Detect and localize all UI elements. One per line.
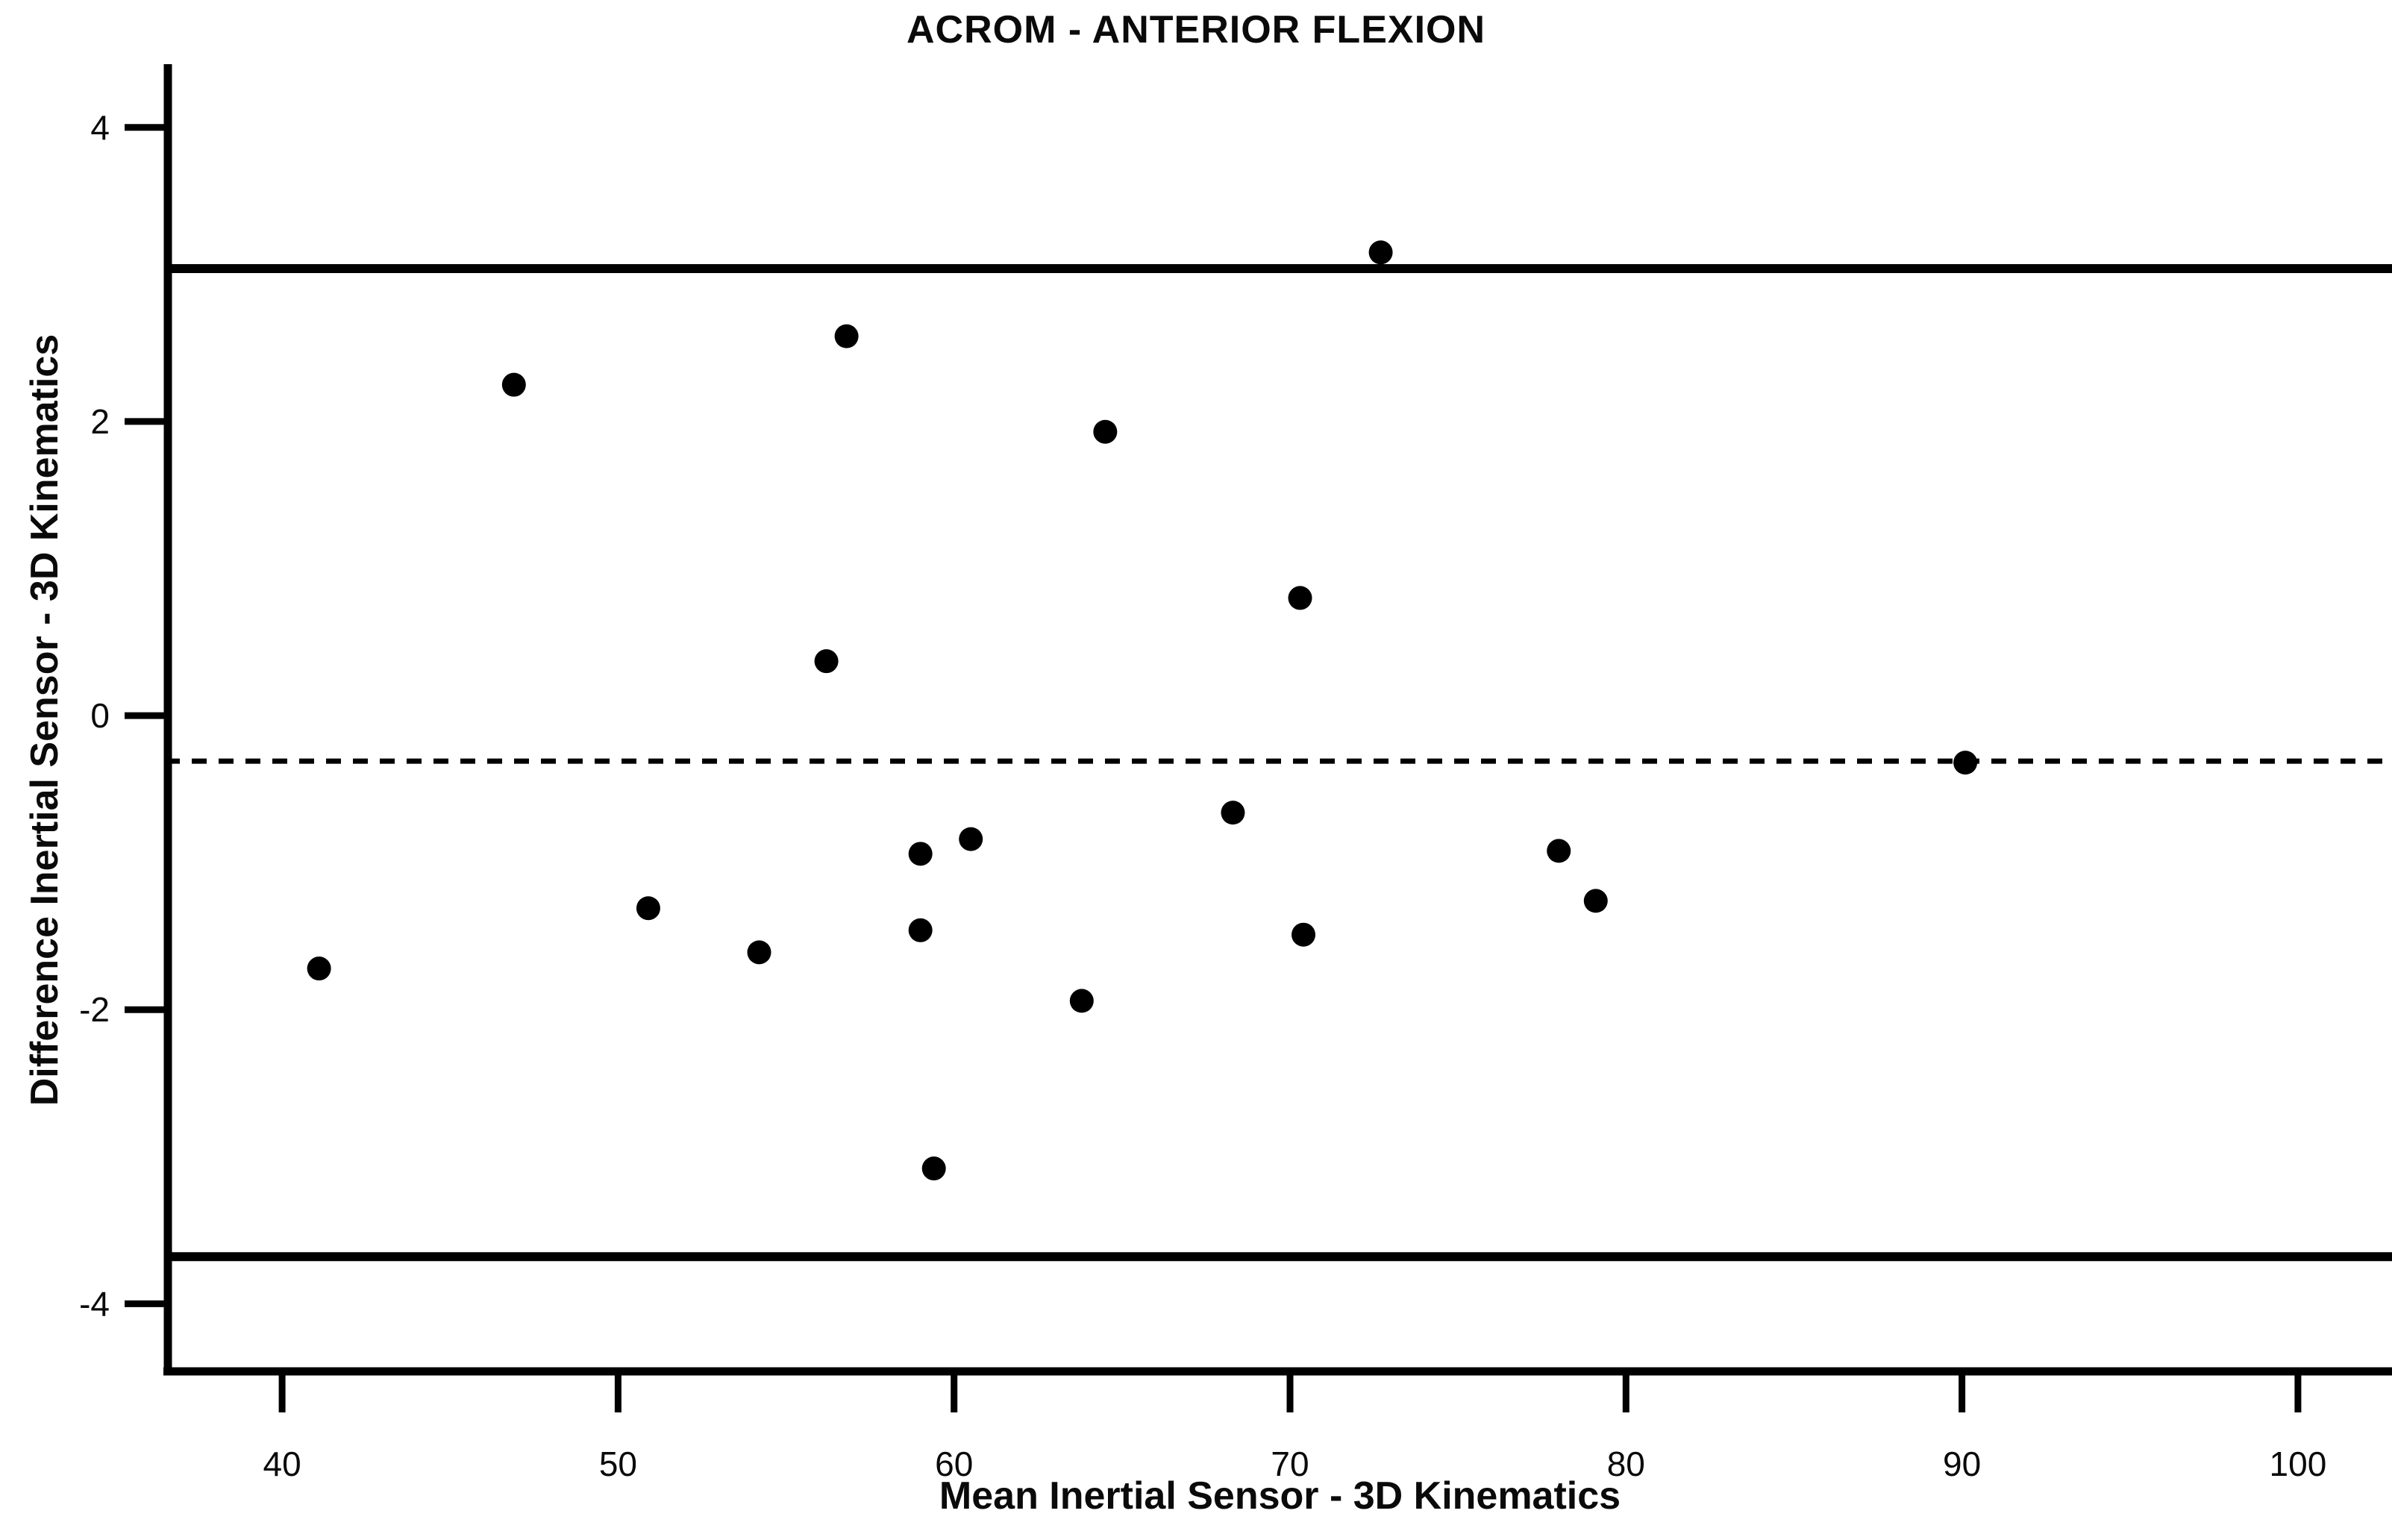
y-tick-label: 4 (90, 108, 110, 147)
data-point (1288, 586, 1312, 610)
data-point (1069, 989, 1094, 1013)
data-point (908, 842, 933, 866)
data-point (636, 896, 660, 921)
chart-title: ACROM - ANTERIOR FLEXION (906, 8, 1486, 51)
data-point (1583, 889, 1608, 913)
data-point (1368, 240, 1393, 265)
data-point (1547, 839, 1571, 863)
data-point (1221, 801, 1245, 825)
x-axis-title: Mean Inertial Sensor - 3D Kinematics (939, 1474, 1621, 1518)
x-tick-label: 80 (1607, 1444, 1645, 1483)
y-tick-label: -4 (79, 1284, 110, 1323)
y-tick-label: -2 (79, 990, 110, 1029)
data-point (501, 372, 526, 397)
x-tick-label: 90 (1943, 1444, 1981, 1483)
x-tick-label: 60 (935, 1444, 973, 1483)
data-point (959, 827, 983, 851)
x-tick-label: 40 (263, 1444, 301, 1483)
data-point (814, 649, 839, 674)
data-point (307, 957, 331, 981)
x-tick-label: 70 (1271, 1444, 1309, 1483)
y-tick-label: 0 (90, 696, 110, 735)
x-tick-label: 50 (599, 1444, 637, 1483)
data-point (1093, 419, 1118, 444)
data-point (908, 918, 933, 942)
data-point (1292, 922, 1316, 947)
data-point (834, 324, 859, 348)
data-point (747, 940, 771, 965)
data-point (921, 1156, 946, 1181)
data-point (1953, 751, 1978, 775)
x-tick-label: 100 (2270, 1444, 2327, 1483)
y-tick-label: 2 (90, 402, 110, 441)
